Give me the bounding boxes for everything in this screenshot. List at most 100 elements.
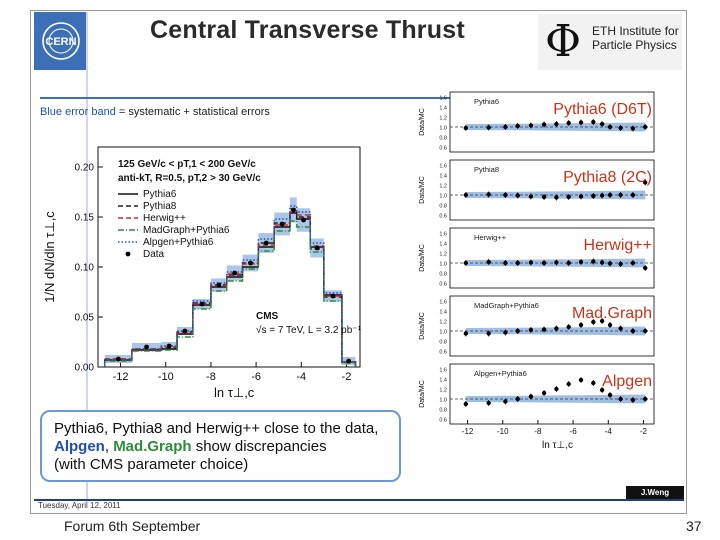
ratio-point <box>486 125 491 130</box>
ratio-y-tick-label: 0.8 <box>439 272 447 278</box>
ratio-point <box>578 194 584 199</box>
left-rule <box>86 12 88 502</box>
ratio-point <box>515 396 520 402</box>
legend-label: Pythia6 <box>143 189 177 200</box>
legend-marker-data <box>125 251 131 257</box>
ratio-point <box>599 193 605 198</box>
y-tick-label: 0.00 <box>75 363 95 374</box>
ratio-point <box>599 318 605 324</box>
ratio-point <box>618 396 623 402</box>
ratio-point <box>643 124 648 130</box>
ratio-point <box>541 122 547 127</box>
ratio-point <box>643 265 648 271</box>
ratio-point <box>463 125 469 131</box>
ratio-y-tick-label: 1.6 <box>439 232 447 238</box>
madgraph-label: Mad.Graph <box>113 438 192 455</box>
ratio-y-tick-label: 0.6 <box>439 418 447 424</box>
y-tick-label: 0.10 <box>75 263 95 274</box>
ratio-panel-name: Pythia8 <box>474 165 499 174</box>
ratio-point <box>541 194 547 200</box>
data-point <box>290 207 296 213</box>
ratio-point <box>578 259 584 265</box>
ratio-y-tick-label: 0.6 <box>439 350 447 356</box>
x-tick-label: -8 <box>206 371 216 383</box>
ratio-point <box>503 330 508 335</box>
ratio-panel-name: Herwig++ <box>474 233 507 242</box>
ratio-point <box>503 260 508 266</box>
ratio-y-tick-label: 1.6 <box>439 300 447 306</box>
footer-text: Forum 6th September <box>64 518 201 534</box>
cern-logo: CERN <box>34 12 88 70</box>
legend-label: Data <box>143 249 165 260</box>
summary-discrepancy: show discrepancies <box>191 438 327 455</box>
ratio-y-axis-label: Data/MC <box>419 108 426 136</box>
phi-icon: Φ <box>545 16 582 67</box>
x-tick-label: -12 <box>113 371 129 383</box>
ratio-x-tick-label: -12 <box>462 427 474 436</box>
ratio-x-axis-label: ln τ⊥,c <box>542 440 573 451</box>
legend-label: MadGraph+Pythia6 <box>143 225 230 236</box>
ratio-panel-name: MadGraph+Pythia6 <box>474 301 539 310</box>
ratio-panel-frame <box>449 295 655 357</box>
ratio-point <box>566 194 571 200</box>
ratio-point <box>554 260 559 265</box>
ratio-y-tick-label: 1.6 <box>439 164 447 170</box>
data-point <box>144 344 149 350</box>
ratio-x-tick-label: -2 <box>640 427 648 436</box>
ratio-point <box>463 260 469 266</box>
summary-box: Pythia6, Pythia8 and Herwig++ close to t… <box>40 410 401 482</box>
ratio-point <box>618 326 623 331</box>
data-point <box>314 245 320 251</box>
ratio-point <box>643 396 648 402</box>
ratio-y-tick-label: 1.0 <box>439 398 447 404</box>
ratio-point <box>643 180 648 185</box>
ratio-point <box>591 193 596 199</box>
page-number: 37 <box>686 518 702 534</box>
ratio-y-tick-label: 1.0 <box>439 330 447 336</box>
ratio-point <box>578 322 584 328</box>
summary-sep: , <box>104 438 114 455</box>
data-point <box>115 356 121 362</box>
ratio-y-tick-label: 1.4 <box>439 106 447 112</box>
ratio-point <box>503 124 508 130</box>
ratio-point <box>607 322 613 328</box>
author-badge: J.Weng <box>626 486 684 499</box>
series-line-madgraph-pythia6 <box>104 220 357 367</box>
ratio-y-axis-label: Data/MC <box>419 312 426 340</box>
ratio-y-tick-label: 0.8 <box>439 136 447 142</box>
summary-line-3: (with CMS parameter choice) <box>54 456 249 473</box>
ratio-panel-label: Pythia6 (D6T) <box>553 101 652 118</box>
series-line-pythia6 <box>104 212 357 367</box>
ratio-point <box>607 392 613 398</box>
cern-logo-text: CERN <box>45 36 76 48</box>
ratio-y-tick-label: 0.8 <box>439 204 447 210</box>
ratio-panels-plot: 0.6 0.8 1.0 1.2 1.4 1.6 Data/MC Pythia6 Pythia6 … <box>419 91 655 451</box>
ratio-point <box>630 260 636 266</box>
ratio-y-tick-label: 0.6 <box>439 146 447 152</box>
data-point <box>279 221 285 227</box>
ratio-y-axis-label: Data/MC <box>419 176 426 204</box>
ratio-point <box>630 192 636 198</box>
data-point <box>346 358 352 364</box>
header-rule <box>40 97 460 99</box>
data-point <box>263 240 269 246</box>
slide-title: Central Transverse Thrust <box>150 16 465 44</box>
ratio-point <box>503 399 508 404</box>
ratio-point <box>486 192 491 197</box>
ratio-y-tick-label: 1.6 <box>439 96 447 102</box>
ratio-x-tick-label: -6 <box>570 427 578 436</box>
ratio-y-tick-label: 1.2 <box>439 388 447 394</box>
ratio-point <box>607 124 613 130</box>
ratio-panel-label: Herwig++ <box>584 237 652 254</box>
ratio-point <box>528 123 534 128</box>
summary-line-1: Pythia6, Pythia8 and Herwig++ close to t… <box>54 420 379 437</box>
alpgen-label: Alpgen <box>54 438 105 455</box>
ratio-panel-frame <box>449 227 655 289</box>
ratio-panel-label: Pythia8 (2C) <box>563 169 652 186</box>
ratio-point <box>607 192 613 198</box>
y-tick-label: 0.05 <box>75 313 95 324</box>
data-point <box>248 260 253 266</box>
ratio-y-tick-label: 1.2 <box>439 320 447 326</box>
ratio-x-tick-label: -8 <box>534 427 542 436</box>
error-band-note: Blue error band = systematic + statistic… <box>40 106 270 118</box>
